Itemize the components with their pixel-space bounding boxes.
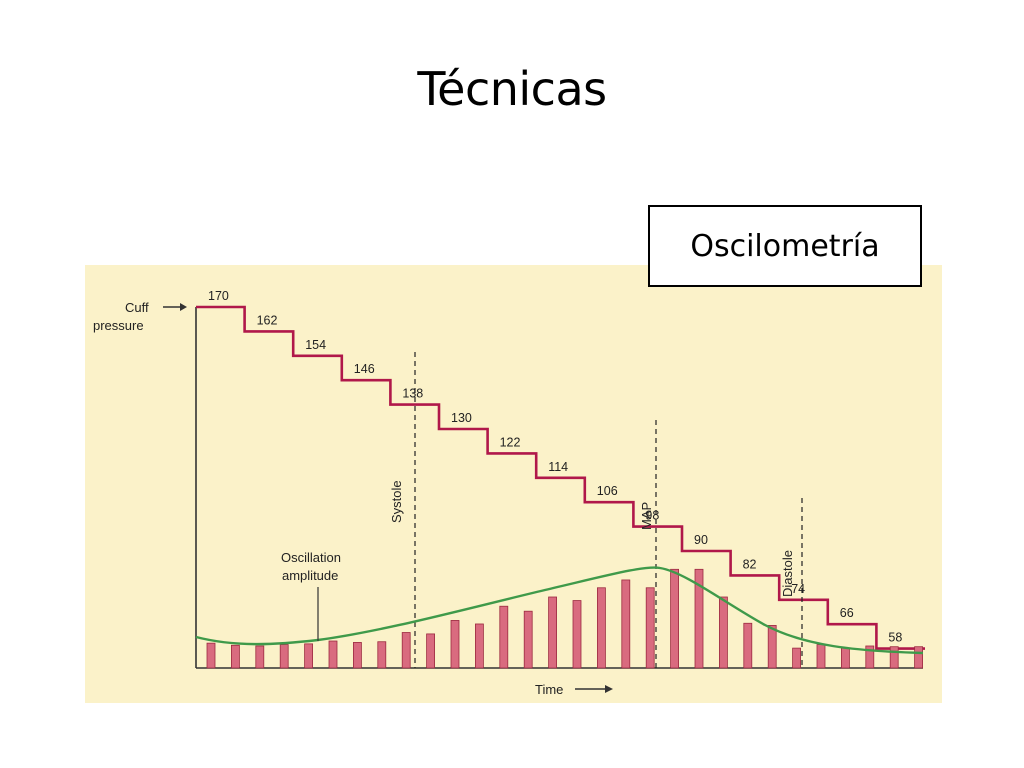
oscillation-bar [377,641,387,669]
oscillation-bar [304,643,314,669]
oscillation-bar [816,644,826,669]
oscillation-envelope-curve [195,566,924,655]
oscillation-bar [401,632,411,669]
pressure-step-label: 170 [208,289,229,303]
oscillation-bar [450,620,460,669]
oscillation-bar [597,587,606,669]
oscillation-bar [328,640,338,669]
pressure-step-label: 106 [597,484,618,498]
diastole-label: Diastole [780,550,795,597]
time-arrow-head [605,685,613,693]
oscillation-bar [719,596,728,669]
pressure-step-label: 82 [743,557,757,571]
oscillation-bar [743,622,753,669]
pressure-step-label: 154 [305,338,326,352]
oscillation-bar [645,587,655,669]
oscillometry-figure: Cuff pressure 170 162 154 146 138 130 122 114 10… [85,265,942,703]
pressure-step-label: 58 [888,631,902,645]
pressure-step-label: 66 [840,606,854,620]
pressure-step-label: 122 [500,435,521,449]
oscillometry-diagram: Cuff pressure 170 162 154 146 138 130 122 114 10… [93,289,925,697]
pressure-label: pressure [93,318,144,333]
pressure-step-label: 162 [257,313,278,327]
oscillation-bar [206,642,216,669]
oscillation-bar [255,645,265,669]
pressure-step-label: 114 [548,460,568,474]
amplitude-label: amplitude [282,568,338,583]
oscillation-bar [474,623,484,669]
oscillation-bar [523,610,533,669]
pressure-step-label: 90 [694,533,708,547]
pressure-step-label: 138 [402,387,423,401]
oscillation-bar [548,596,558,669]
oscillation-bar [792,647,801,669]
oscillation-bar [670,568,679,669]
oscillation-bar [230,644,240,669]
oscillation-bar [914,646,923,669]
oscillation-bar [621,579,631,669]
pressure-step-label: 130 [451,411,472,425]
oscillation-bar [889,646,899,669]
time-label: Time [535,682,563,697]
slide-title: Técnicas [417,62,607,116]
oscillation-bar [426,633,436,669]
oscillation-bar [865,645,875,669]
oscillation-bars [206,568,923,669]
cuff-label: Cuff [125,300,149,315]
oscillation-bar [279,644,289,669]
pressure-step-label: 146 [354,362,375,376]
systole-label: Systole [389,480,404,523]
oscillation-label: Oscillation [281,550,341,565]
oscillation-bar [694,568,704,669]
cuff-pressure-line [196,305,925,650]
oscillation-bar [352,642,362,669]
oscillation-bar [572,600,582,669]
oscilometria-label-box: Oscilometría [648,205,922,287]
map-label: MAP [639,502,654,530]
cuff-arrow-head [180,303,187,311]
oscillation-bar [499,605,509,669]
oscillation-bar [767,624,777,669]
oscillation-bar [841,647,850,669]
